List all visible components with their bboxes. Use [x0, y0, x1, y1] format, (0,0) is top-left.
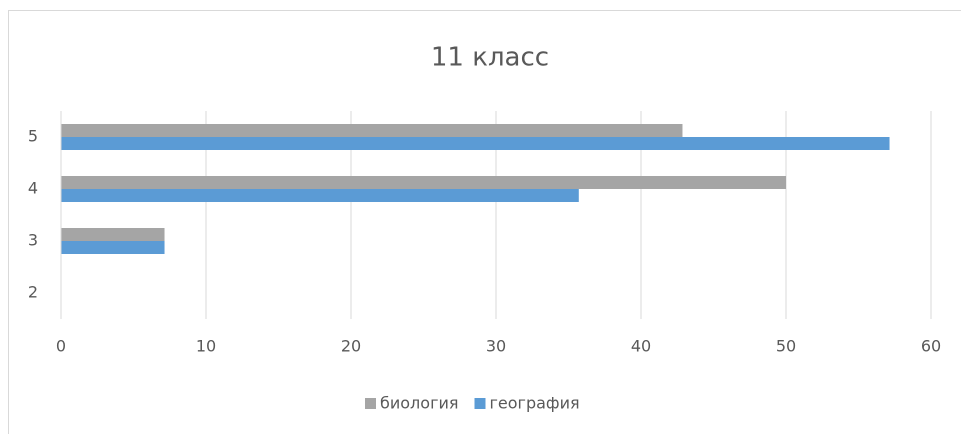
legend-swatch: [365, 398, 376, 409]
chart-frame: [9, 11, 961, 435]
x-tick-label: 20: [341, 337, 361, 356]
x-tick-label: 10: [196, 337, 216, 356]
legend-label: биология: [380, 394, 459, 413]
y-tick-label: 2: [28, 283, 38, 302]
bar: [61, 124, 682, 137]
legend-swatch: [475, 398, 486, 409]
x-tick-label: 60: [921, 337, 941, 356]
y-tick-label: 5: [28, 127, 38, 146]
x-tick-label: 30: [486, 337, 506, 356]
bar: [61, 241, 165, 254]
bar: [61, 176, 786, 189]
x-tick-label: 0: [56, 337, 66, 356]
legend-label: география: [490, 394, 580, 413]
bar: [61, 189, 579, 202]
y-tick-label: 4: [28, 179, 38, 198]
bar: [61, 228, 165, 241]
chart-title: 11 класс: [431, 43, 549, 73]
bar: [61, 137, 890, 150]
x-tick-label: 40: [631, 337, 651, 356]
y-tick-label: 3: [28, 231, 38, 250]
x-tick-label: 50: [776, 337, 796, 356]
